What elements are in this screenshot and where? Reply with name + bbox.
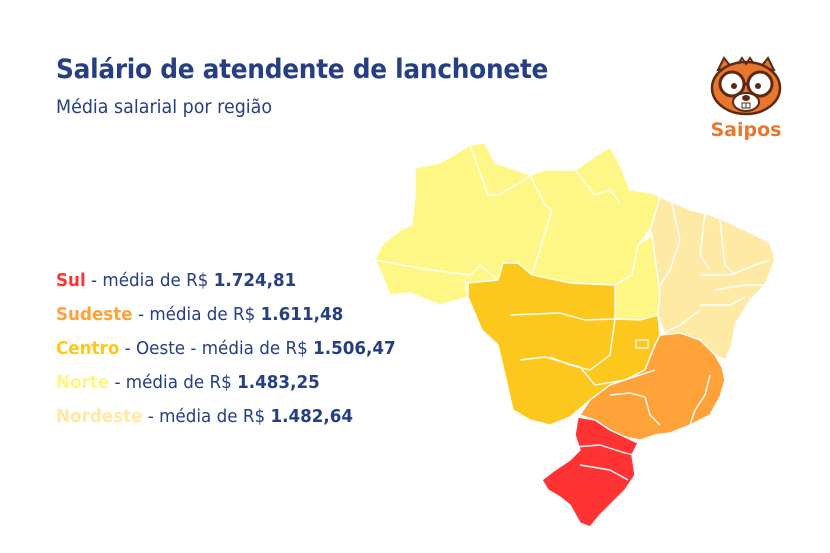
brazil-map [370,135,790,535]
page-subtitle: Média salarial por região [56,96,273,118]
legend-item-nordeste: Nordeste - média de R$ 1.482,64 [56,400,396,434]
svg-text:Saipos: Saipos [711,119,782,140]
legend-region-label: Nordeste [56,406,143,427]
legend-region-label: Centro [56,338,120,359]
legend-region-label: Sudeste [56,304,133,325]
legend-region-label: Norte [56,372,110,393]
legend-value: 1.506,47 [313,338,396,359]
legend-text: - Oeste - média de R$ [119,338,314,359]
region-nordeste [649,196,776,361]
region-sul [541,416,639,528]
legend-item-centro-oeste: Centro - Oeste - média de R$ 1.506,47 [56,332,396,366]
legend-value: 1.482,64 [270,406,354,427]
legend-region-label: Sul [56,270,86,291]
saipos-logo: Saipos [698,56,794,141]
state-df [635,339,649,349]
legend-text: - média de R$ [142,406,271,427]
state-borders [374,144,771,481]
legend-item-sudeste: Sudeste - média de R$ 1.611,48 [56,298,396,332]
legend-value: 1.724,81 [213,270,297,291]
legend-value: 1.611,48 [260,304,344,325]
region-sudeste [579,332,726,441]
legend-text: - média de R$ [85,270,214,291]
legend-value: 1.483,25 [237,372,320,393]
page-title: Salário de atendente de lanchonete [56,54,549,85]
legend: Sul - média de R$ 1.724,81 Sudeste - méd… [56,264,421,434]
legend-text: - média de R$ [109,372,238,393]
squirrel-mascot-icon: Saipos [711,56,782,141]
legend-text: - média de R$ [132,304,261,325]
legend-item-sul: Sul - média de R$ 1.724,81 [56,264,396,298]
legend-item-norte: Norte - média de R$ 1.483,25 [56,366,396,400]
